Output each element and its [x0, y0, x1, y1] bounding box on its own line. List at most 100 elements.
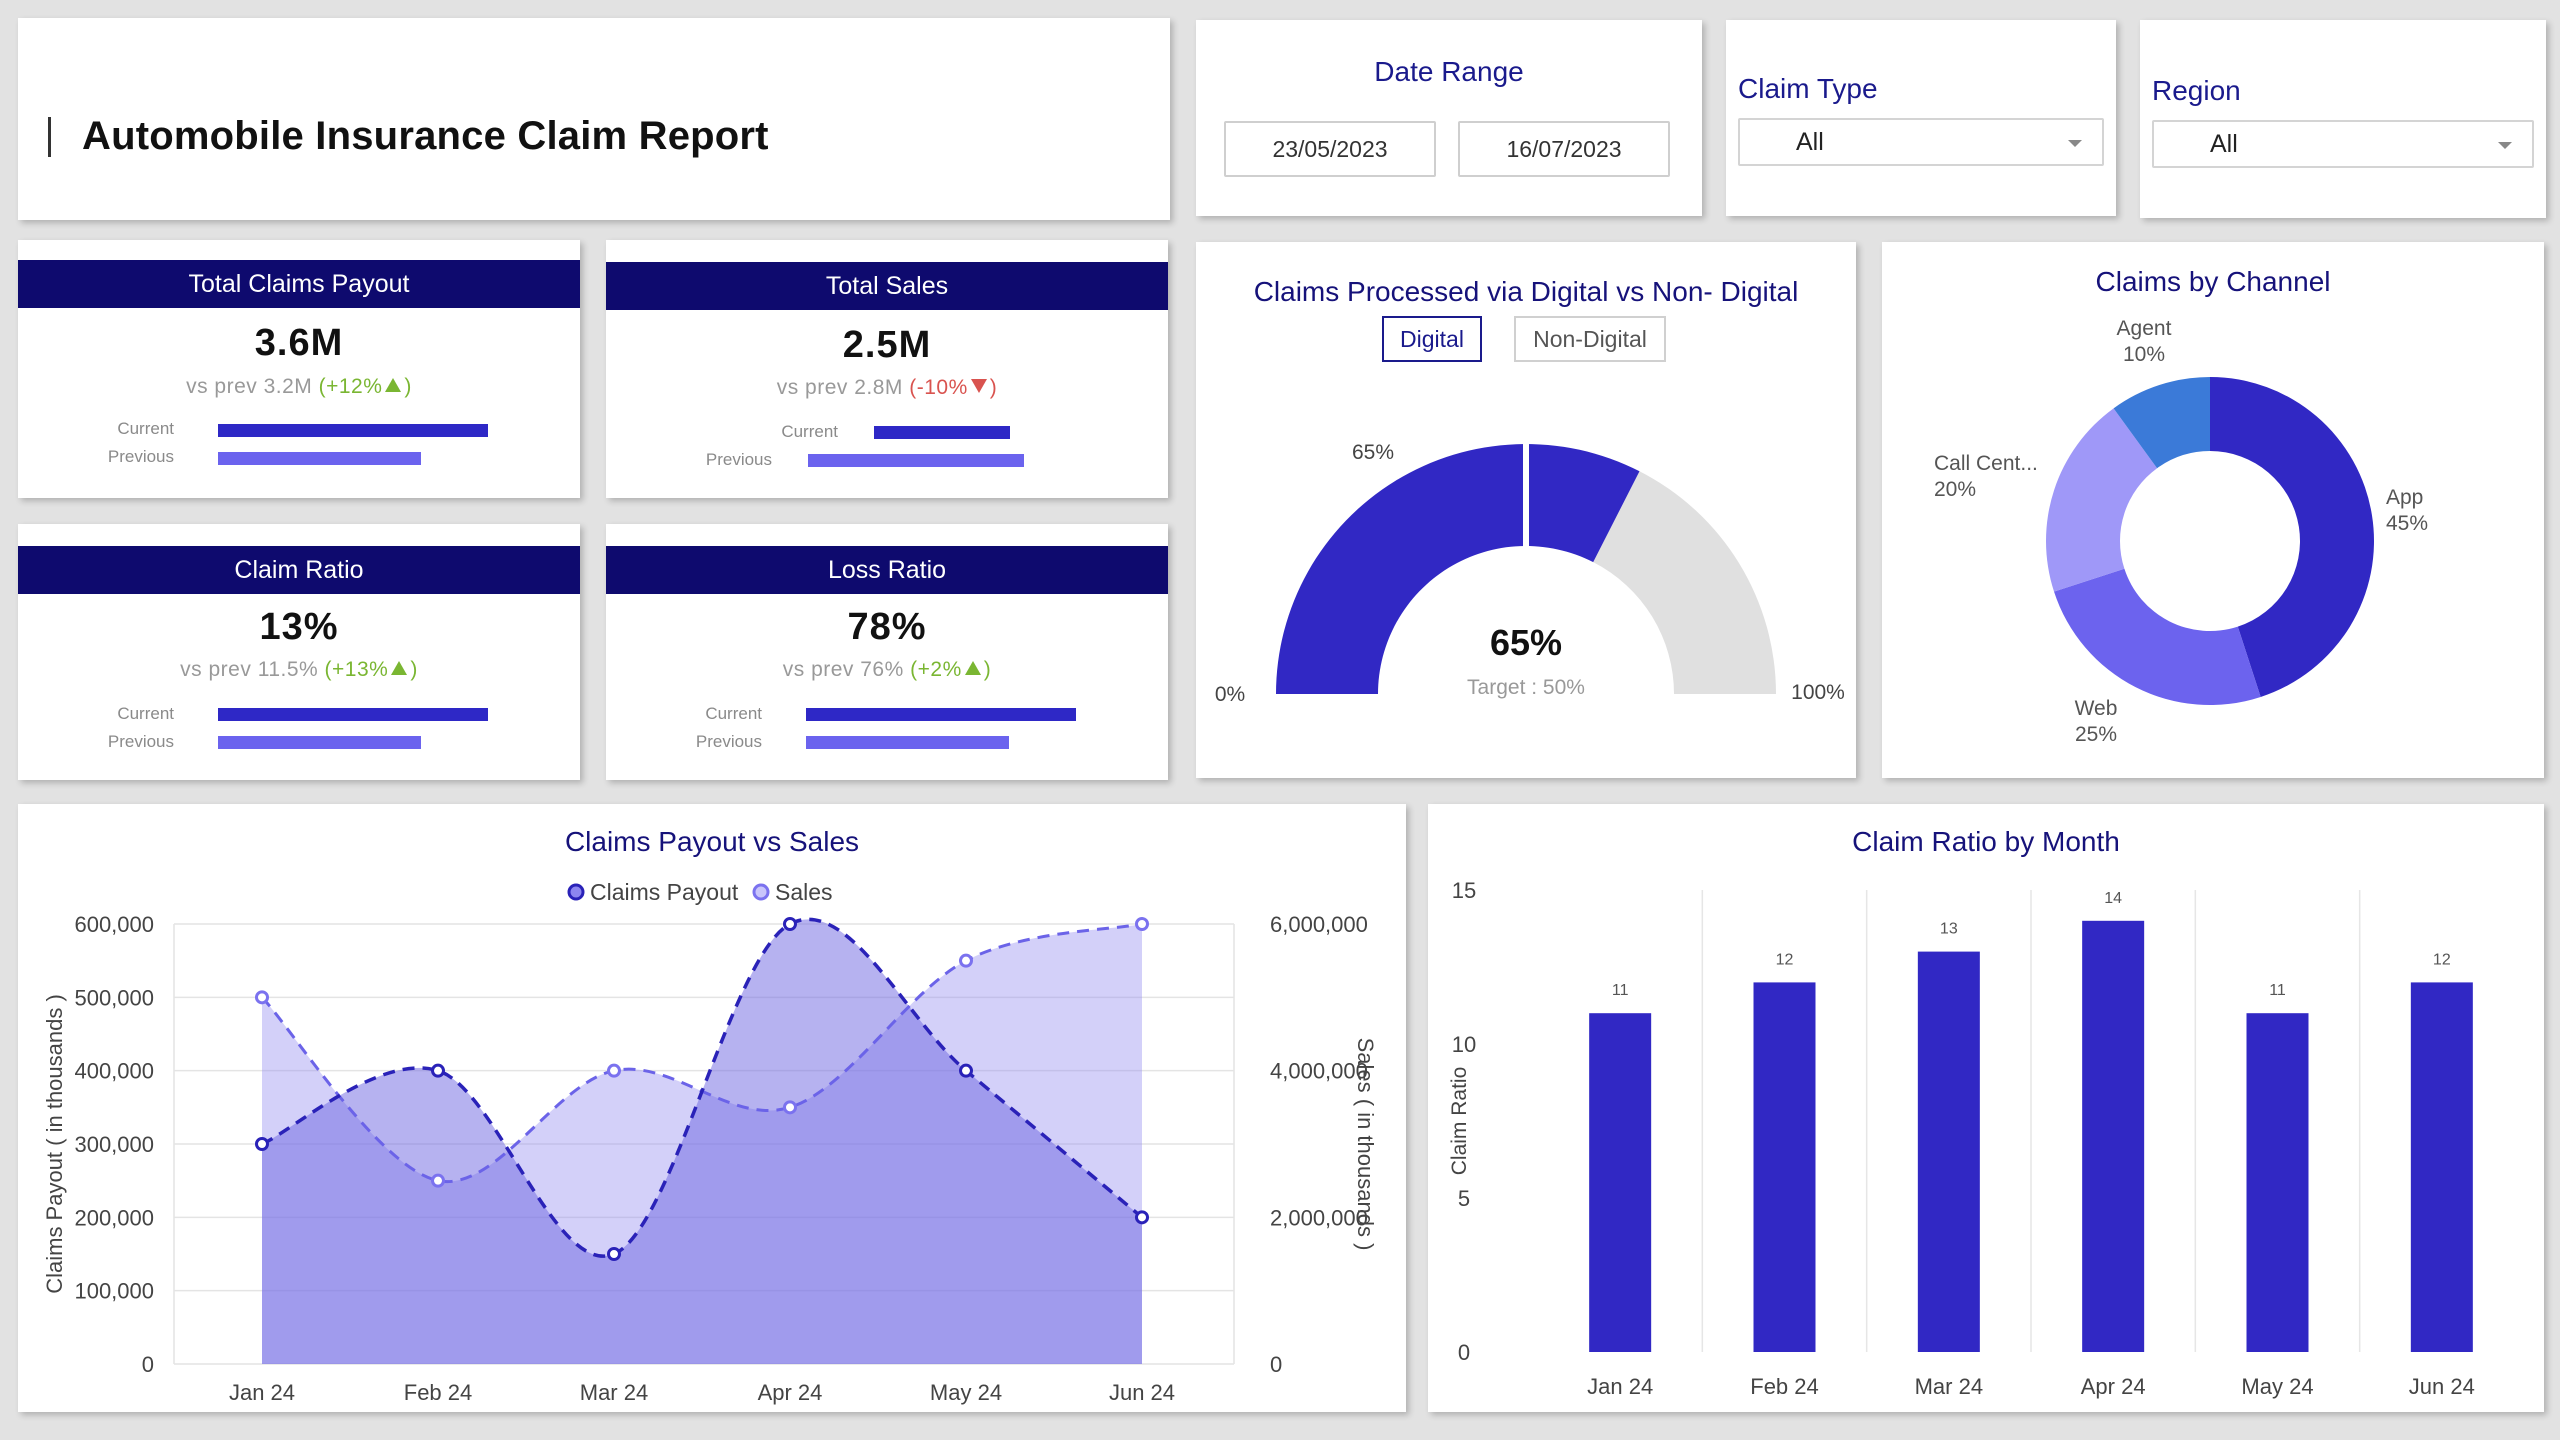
claim-ratio-chart-card: Claim Ratio by Month 0 5 10 15 Claim Ratio 11… — [1428, 804, 2544, 1412]
kpi-title: Loss Ratio — [606, 546, 1168, 594]
donut-slice-1[interactable] — [2210, 377, 2374, 697]
donut-slice-4[interactable] — [2113, 377, 2210, 469]
toggle-digital[interactable]: Digital — [1382, 316, 1482, 362]
x-tick-label: Apr 24 — [2081, 1374, 2146, 1399]
claim-ratio-chart: 0 5 10 15 Claim Ratio 11 Jan 24 12 Feb 24 13 Mar 2… — [1448, 878, 2475, 1399]
payout-point[interactable] — [959, 1063, 973, 1078]
bar-value-label: 13 — [1940, 921, 1958, 938]
x-tick-label: Mar 24 — [1915, 1374, 1983, 1399]
date-end-input[interactable]: 16/07/2023 — [1458, 121, 1670, 177]
gauge-value-arc — [1276, 444, 1640, 694]
x-tick-label: Apr 24 — [758, 1380, 823, 1405]
sales-point[interactable] — [783, 1100, 797, 1115]
y-axis-label: Claims Payout ( in thousands ) — [42, 994, 67, 1294]
current-label: Current — [705, 704, 762, 723]
legend-payout-label: Claims Payout — [590, 879, 739, 905]
claim-ratio-title: Claim Ratio by Month — [1852, 826, 2120, 857]
current-bar — [874, 426, 1011, 439]
kpi-prev-text: vs prev 76% — [782, 658, 904, 681]
donut-slice-pct: 20% — [1934, 478, 1976, 501]
kpi-change-close: ) — [989, 376, 998, 399]
payout-point[interactable] — [607, 1247, 621, 1261]
sales-point[interactable] — [959, 953, 973, 968]
kpi-prev-text: vs prev 3.2M — [186, 375, 313, 398]
kpi-card-claims-payout: Total Claims Payout 3.6M vs prev 3.2M (+… — [18, 240, 580, 498]
sales-point[interactable] — [255, 990, 269, 1005]
sales-point[interactable] — [431, 1173, 445, 1188]
region-label: Region — [2152, 75, 2241, 106]
date-start-input[interactable]: 23/05/2023 — [1224, 121, 1436, 177]
sales-point[interactable] — [607, 1063, 621, 1078]
bar-value-label: 11 — [1612, 982, 1629, 999]
donut-slice-label: Web — [2075, 697, 2118, 720]
bar[interactable] — [2410, 982, 2473, 1352]
y-tick-label: 0 — [1458, 1340, 1470, 1365]
kpi-comparison: vs prev 11.5% (+13%) — [18, 658, 580, 682]
kpi-comparison: vs prev 3.2M (+12%) — [18, 375, 580, 399]
current-bar — [218, 708, 488, 721]
region-value: All — [2210, 130, 2238, 158]
y2-axis-label: Sales ( in thousands ) — [1353, 1038, 1378, 1251]
current-bar — [218, 424, 488, 437]
payout-sales-chart: 0 100,000 200,000 300,000 400,000 500,000 600,… — [42, 879, 1378, 1405]
bar[interactable] — [1589, 1013, 1652, 1352]
kpi-change: (+12% — [318, 375, 383, 398]
digital-gauge-card: Claims Processed via Digital vs Non- Dig… — [1196, 242, 1856, 778]
y-tick-label: 500,000 — [74, 985, 154, 1010]
x-tick-label: Jan 24 — [229, 1380, 295, 1405]
payout-point[interactable] — [1135, 1210, 1149, 1225]
legend-sales-marker — [752, 883, 770, 901]
payout-point[interactable] — [431, 1063, 445, 1078]
arrow-up-icon — [391, 661, 408, 675]
kpi-value: 78% — [847, 606, 927, 648]
y-tick-label: 400,000 — [74, 1059, 154, 1084]
kpi-value: 13% — [259, 606, 339, 648]
region-select[interactable]: All — [2152, 120, 2534, 168]
y-tick-label: 0 — [142, 1352, 154, 1377]
chevron-down-icon — [2498, 142, 2512, 149]
page-title: Automobile Insurance Claim Report — [82, 114, 769, 158]
y-tick-label: 300,000 — [74, 1132, 154, 1157]
kpi-change: (-10% — [909, 376, 968, 399]
previous-bar — [808, 454, 1024, 467]
claim-type-value: All — [1796, 128, 1824, 156]
bar[interactable] — [1917, 951, 1980, 1352]
bar[interactable] — [1753, 982, 1816, 1352]
y-tick-label: 100,000 — [74, 1279, 154, 1304]
bar[interactable] — [2082, 920, 2145, 1352]
gauge-target-text: Target : 50% — [1467, 676, 1585, 699]
current-bar — [806, 708, 1076, 721]
gauge-tick-label: 65% — [1352, 441, 1394, 464]
chevron-down-icon — [2068, 140, 2082, 147]
x-tick-label: Feb 24 — [404, 1380, 473, 1405]
claim-type-select[interactable]: All — [1738, 118, 2104, 166]
previous-bar — [806, 736, 1009, 749]
y-tick-label: 15 — [1452, 878, 1476, 903]
x-tick-label: May 24 — [930, 1380, 1002, 1405]
bar-value-label: 14 — [2104, 890, 2122, 907]
payout-point[interactable] — [255, 1137, 269, 1151]
payout-sales-title: Claims Payout vs Sales — [564, 826, 860, 857]
arrow-up-icon — [385, 378, 402, 392]
donut-slice-3[interactable] — [2046, 408, 2158, 592]
y-tick-label: 10 — [1452, 1032, 1476, 1057]
current-label: Current — [117, 419, 174, 438]
previous-label: Previous — [695, 732, 762, 751]
toggle-non-digital[interactable]: Non-Digital — [1514, 316, 1666, 362]
payout-point[interactable] — [783, 917, 797, 931]
x-tick-label: Jan 24 — [1587, 1374, 1653, 1399]
kpi-title: Total Claims Payout — [18, 260, 580, 308]
bar[interactable] — [2246, 1013, 2309, 1352]
donut-slice-2[interactable] — [2054, 568, 2261, 705]
claim-type-filter: Claim Type All — [1726, 20, 2116, 216]
donut-slice-label: App — [2386, 486, 2423, 509]
kpi-prev-text: vs prev 11.5% — [180, 658, 319, 681]
title-accent-bar — [48, 117, 51, 157]
kpi-card-claim-ratio: Claim Ratio 13% vs prev 11.5% (+13%) Cur… — [18, 524, 580, 780]
gauge-chart: 65% Target : 50% 0% 100% 65% — [1215, 441, 1845, 706]
sales-point[interactable] — [1135, 917, 1149, 931]
kpi-title: Claim Ratio — [18, 546, 580, 594]
current-label: Current — [117, 704, 174, 723]
date-range-filter: Date Range 23/05/2023 16/07/2023 — [1196, 20, 1702, 216]
legend-sales-label: Sales — [775, 879, 833, 905]
